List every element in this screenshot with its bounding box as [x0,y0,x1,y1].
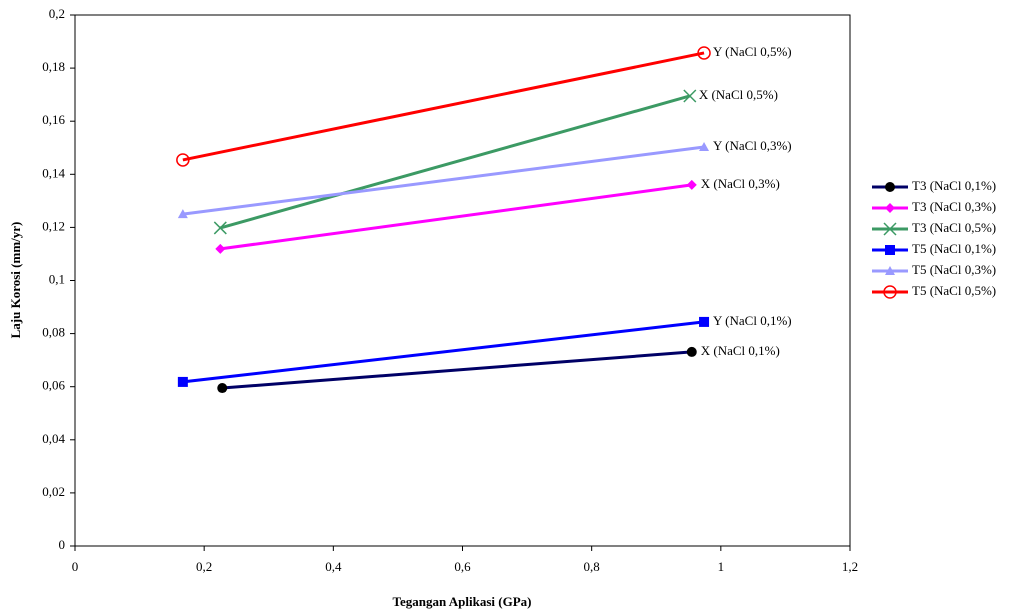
x-tick-label: 0 [72,559,79,574]
legend-marker [885,245,895,255]
legend-label: T3 (NaCl 0,5%) [912,220,996,235]
legend-marker [885,203,895,213]
legend-label: T5 (NaCl 0,5%) [912,283,996,298]
page: {"chart_data": {"type": "line", "x_label… [0,0,1033,614]
point-label: Y (NaCl 0,1%) [713,313,792,328]
x-tick-label: 0,6 [454,559,471,574]
y-tick-label: 0 [59,537,66,552]
series-line [183,322,704,382]
x-tick-label: 0,2 [196,559,212,574]
x-tick-label: 1 [718,559,725,574]
series-line [183,53,704,160]
y-tick-label: 0,1 [49,271,65,286]
y-axis-title: Laju Korosi (mm/yr) [8,222,23,339]
legend-label: T5 (NaCl 0,3%) [912,262,996,277]
data-point [687,180,697,190]
x-tick-label: 1,2 [842,559,858,574]
y-tick-label: 0,18 [42,59,65,74]
point-label: Y (NaCl 0,3%) [713,138,792,153]
chart: Tegangan Aplikasi (GPa) Laju Korosi (mm/… [0,0,1033,614]
y-tick-label: 0,14 [42,165,65,180]
y-tick-label: 0,04 [42,431,65,446]
data-point [687,347,697,357]
legend-marker [885,182,895,192]
point-label: X (NaCl 0,3%) [701,176,780,191]
y-tick-label: 0,08 [42,325,65,340]
point-label: X (NaCl 0,1%) [701,343,780,358]
y-tick-label: 0,06 [42,378,65,393]
series-line [183,147,704,214]
series-line [220,185,691,249]
y-tick-label: 0,02 [42,484,65,499]
data-point [178,377,188,387]
point-label: Y (NaCl 0,5%) [713,44,792,59]
y-tick-label: 0,12 [42,218,65,233]
legend-label: T3 (NaCl 0,1%) [912,178,996,193]
x-axis-title: Tegangan Aplikasi (GPa) [393,594,532,609]
series-line [220,96,690,228]
y-tick-label: 0,2 [49,6,65,21]
x-tick-label: 0,4 [325,559,342,574]
data-point [215,244,225,254]
y-tick-label: 0,16 [42,112,65,127]
data-point [699,317,709,327]
legend-label: T5 (NaCl 0,1%) [912,241,996,256]
data-point [217,383,227,393]
legend-label: T3 (NaCl 0,3%) [912,199,996,214]
x-tick-label: 0,8 [584,559,600,574]
point-label: X (NaCl 0,5%) [699,87,778,102]
